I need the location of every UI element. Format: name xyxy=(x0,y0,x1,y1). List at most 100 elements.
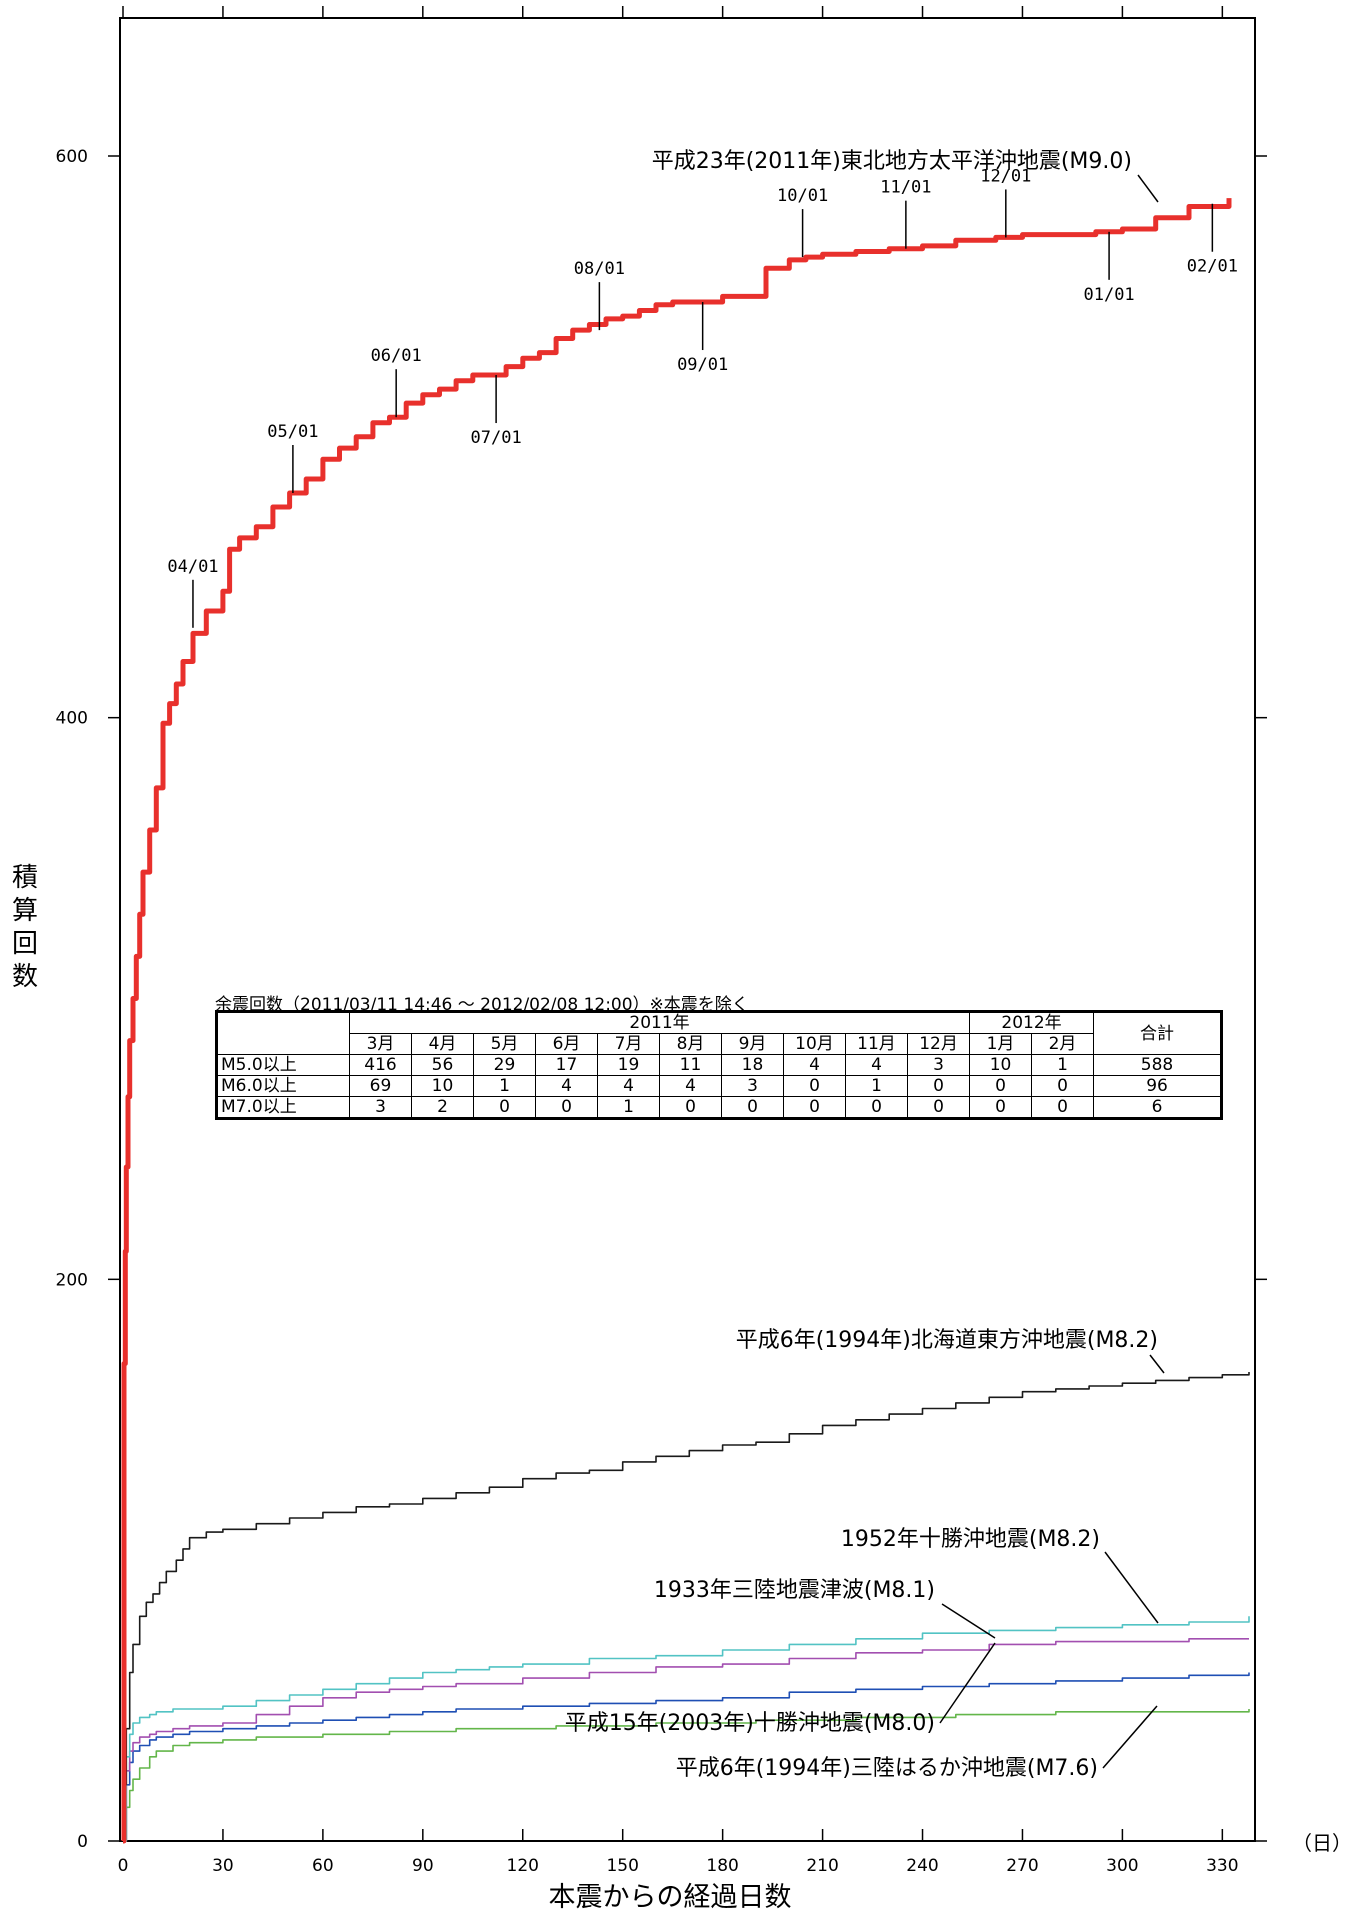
table-cell: 0 xyxy=(846,1097,908,1119)
table-cell: 3 xyxy=(908,1055,970,1076)
month-header: 2月 xyxy=(1032,1034,1094,1055)
y-axis-label-char: 数 xyxy=(10,961,40,994)
series-annotation: 1952年十勝沖地震(M8.2) xyxy=(841,1527,1100,1552)
month-header: 6月 xyxy=(536,1034,598,1055)
x-tick-label: 210 xyxy=(806,1856,838,1876)
table-row: M6.0以上 69 10 1 4 4 4 3 0 1 0 0 0 96 xyxy=(217,1076,1222,1097)
table-cell: 0 xyxy=(722,1097,784,1119)
y-tick-label: 400 xyxy=(56,709,88,729)
table-cell: 4 xyxy=(598,1076,660,1097)
table-cell: 4 xyxy=(536,1076,598,1097)
row-label: M7.0以上 xyxy=(217,1097,350,1119)
x-axis-label: 本震からの経過日数 xyxy=(500,1875,840,1914)
month-header: 1月 xyxy=(970,1034,1032,1055)
table-row: M7.0以上 3 2 0 0 1 0 0 0 0 0 0 0 6 xyxy=(217,1097,1222,1119)
x-tick-label: 60 xyxy=(312,1856,334,1876)
x-tick-label: 330 xyxy=(1206,1856,1238,1876)
year-2011-header: 2011年 xyxy=(350,1012,970,1034)
row-label: M6.0以上 xyxy=(217,1076,350,1097)
table-cell: 0 xyxy=(970,1097,1032,1119)
month-marker-label: 02/01 xyxy=(1187,257,1238,277)
series-annotation: 平成15年(2003年)十勝沖地震(M8.0) xyxy=(565,1711,935,1736)
x-tick-label: 30 xyxy=(212,1856,234,1876)
table-cell: 0 xyxy=(784,1076,846,1097)
table-cell: 0 xyxy=(908,1097,970,1119)
table-cell: 3 xyxy=(722,1076,784,1097)
table-cell: 1 xyxy=(598,1097,660,1119)
table-cell: 2 xyxy=(412,1097,474,1119)
month-marker-label: 01/01 xyxy=(1083,285,1134,305)
month-header: 11月 xyxy=(846,1034,908,1055)
series-annotation: 平成6年(1994年)三陸はるか沖地震(M7.6) xyxy=(676,1756,1098,1781)
table-cell: 17 xyxy=(536,1055,598,1076)
month-header: 9月 xyxy=(722,1034,784,1055)
month-marker-label: 11/01 xyxy=(880,178,931,198)
table-cell: 0 xyxy=(536,1097,598,1119)
series-line xyxy=(123,1639,1249,1841)
month-header: 12月 xyxy=(908,1034,970,1055)
month-marker-label: 10/01 xyxy=(777,186,828,206)
month-header: 8月 xyxy=(660,1034,722,1055)
table-cell: 10 xyxy=(412,1076,474,1097)
x-axis-unit: （日） xyxy=(1292,1827,1352,1856)
series-annotation: 平成6年(1994年)北海道東方沖地震(M8.2) xyxy=(736,1328,1158,1353)
month-marker-label: 06/01 xyxy=(371,346,422,366)
x-tick-label: 180 xyxy=(706,1856,738,1876)
table-cell: 0 xyxy=(1032,1097,1094,1119)
table-cell: 0 xyxy=(970,1076,1032,1097)
month-header: 5月 xyxy=(474,1034,536,1055)
annotations: 平成23年(2011年)東北地方太平洋沖地震(M9.0) 平成6年(1994年)北… xyxy=(565,149,1164,1781)
month-header: 10月 xyxy=(784,1034,846,1055)
y-tick-label: 0 xyxy=(77,1832,88,1852)
table-header-row-years: 2011年 2012年 合計 xyxy=(217,1012,1222,1034)
table-cell: 11 xyxy=(660,1055,722,1076)
table-cell: 3 xyxy=(350,1097,412,1119)
y-axis-label-char: 回 xyxy=(10,928,40,961)
y-axis-label-char: 算 xyxy=(10,895,40,928)
month-header: 4月 xyxy=(412,1034,474,1055)
year-2012-header: 2012年 xyxy=(970,1012,1094,1034)
month-marker-label: 09/01 xyxy=(677,355,728,375)
x-tick-label: 150 xyxy=(606,1856,638,1876)
table-cell: 1 xyxy=(846,1076,908,1097)
month-marker-label: 05/01 xyxy=(267,422,318,442)
table-body: M5.0以上 416 56 29 17 19 11 18 4 4 3 10 1 588 M6.0以上 69 10… xyxy=(217,1055,1222,1119)
month-header: 3月 xyxy=(350,1034,412,1055)
x-tick-label: 120 xyxy=(507,1856,539,1876)
x-tick-label: 300 xyxy=(1106,1856,1138,1876)
table-corner-cell xyxy=(217,1012,350,1055)
table-cell: 0 xyxy=(474,1097,536,1119)
month-header: 7月 xyxy=(598,1034,660,1055)
annotation-leader xyxy=(940,1643,995,1723)
y-axis-label-char: 積 xyxy=(10,862,40,895)
table-cell: 19 xyxy=(598,1055,660,1076)
aftershock-count-table: 2011年 2012年 合計 3月 4月 5月 6月 7月 8月 9月 10月 11月 12月 1月… xyxy=(215,1010,1223,1120)
table-cell: 416 xyxy=(350,1055,412,1076)
month-marker-label: 04/01 xyxy=(167,557,218,577)
table-cell: 0 xyxy=(784,1097,846,1119)
series-annotation: 1933年三陸地震津波(M8.1) xyxy=(654,1578,935,1603)
x-tick-label: 240 xyxy=(906,1856,938,1876)
table-cell: 0 xyxy=(660,1097,722,1119)
y-tick-label: 200 xyxy=(56,1270,88,1290)
x-tick-label: 270 xyxy=(1006,1856,1038,1876)
y-axis-label: 積 算 回 数 xyxy=(10,862,40,994)
row-label: M5.0以上 xyxy=(217,1055,350,1076)
row-total: 6 xyxy=(1094,1097,1222,1119)
table-cell: 0 xyxy=(908,1076,970,1097)
table-cell: 4 xyxy=(660,1076,722,1097)
table-cell: 4 xyxy=(784,1055,846,1076)
table-row: M5.0以上 416 56 29 17 19 11 18 4 4 3 10 1 588 xyxy=(217,1055,1222,1076)
total-header: 合計 xyxy=(1094,1012,1222,1055)
table-cell: 1 xyxy=(474,1076,536,1097)
y-tick-label: 600 xyxy=(56,147,88,167)
series-annotation: 平成23年(2011年)東北地方太平洋沖地震(M9.0) xyxy=(652,149,1132,174)
x-tick-label: 0 xyxy=(118,1856,129,1876)
month-marker-label: 08/01 xyxy=(574,259,625,279)
table-cell: 1 xyxy=(1032,1055,1094,1076)
annotation-leader xyxy=(1138,175,1158,202)
annotation-leader xyxy=(1150,1355,1164,1373)
table-cell: 29 xyxy=(474,1055,536,1076)
table-header-row-months: 3月 4月 5月 6月 7月 8月 9月 10月 11月 12月 1月 2月 xyxy=(217,1034,1222,1055)
